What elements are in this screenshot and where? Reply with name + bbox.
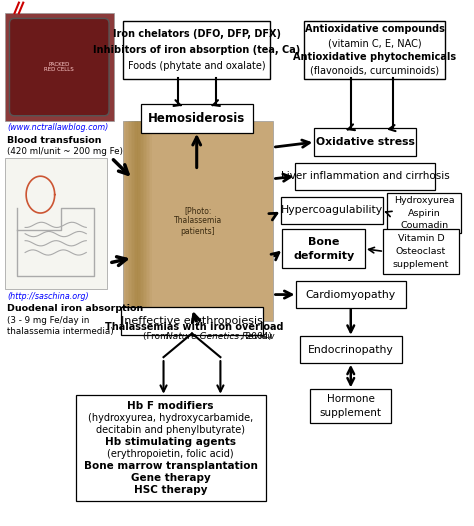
Text: decitabin and phenylbutyrate): decitabin and phenylbutyrate) (96, 425, 245, 435)
Text: (vitamin C, E, NAC): (vitamin C, E, NAC) (328, 38, 421, 48)
Text: Duodenal iron absorption: Duodenal iron absorption (7, 304, 143, 313)
Bar (132, 121, 147, 321)
Text: [Photo:
Thalassemia
patients]: [Photo: Thalassemia patients] (174, 206, 222, 236)
Bar (125, 121, 140, 321)
FancyBboxPatch shape (304, 21, 445, 79)
FancyBboxPatch shape (296, 281, 405, 308)
FancyBboxPatch shape (383, 229, 459, 274)
Text: Hypercoagulability: Hypercoagulability (281, 205, 383, 216)
Text: Aspirin: Aspirin (408, 208, 441, 218)
Text: (flavonoids, curcuminoids): (flavonoids, curcuminoids) (310, 65, 439, 76)
Bar (126, 121, 141, 321)
Text: Hormone: Hormone (327, 394, 375, 404)
Text: Bone: Bone (308, 237, 339, 247)
Text: Vitamin D: Vitamin D (398, 234, 444, 243)
Bar (128, 121, 143, 321)
Text: (From: (From (143, 332, 172, 341)
Text: Iron chelators (DFO, DFP, DFX): Iron chelators (DFO, DFP, DFX) (113, 29, 281, 39)
FancyBboxPatch shape (141, 104, 253, 133)
Text: supplement: supplement (393, 260, 449, 269)
Text: Gene therapy: Gene therapy (131, 473, 210, 483)
FancyBboxPatch shape (300, 336, 402, 363)
Bar (129, 121, 144, 321)
Text: Endocrinopathy: Endocrinopathy (308, 345, 393, 355)
Text: (erythropoietin, folic acid): (erythropoietin, folic acid) (107, 449, 234, 459)
Text: Hydroxyurea: Hydroxyurea (394, 196, 455, 206)
Text: (3 - 9 mg Fe/day in: (3 - 9 mg Fe/day in (7, 316, 90, 325)
FancyBboxPatch shape (310, 389, 391, 423)
Text: Hb stimulating agents: Hb stimulating agents (105, 437, 236, 447)
Text: thalassemia intermedia): thalassemia intermedia) (7, 327, 114, 336)
Text: Thalassemias with iron overload: Thalassemias with iron overload (105, 322, 283, 332)
Bar (123, 121, 273, 321)
Text: Coumadin: Coumadin (400, 220, 448, 230)
FancyBboxPatch shape (9, 18, 109, 116)
Bar (131, 121, 146, 321)
Text: HSC therapy: HSC therapy (134, 485, 208, 495)
FancyBboxPatch shape (295, 163, 435, 190)
FancyBboxPatch shape (123, 21, 270, 79)
Bar (134, 121, 149, 321)
Text: Antioxidative compounds: Antioxidative compounds (304, 24, 445, 35)
Bar (5, 158, 107, 289)
Bar (123, 121, 138, 321)
Bar (135, 121, 150, 321)
FancyBboxPatch shape (314, 128, 416, 156)
Text: (hydroxyurea, hydroxycarbamide,: (hydroxyurea, hydroxycarbamide, (88, 413, 253, 423)
Text: Hemosiderosis: Hemosiderosis (148, 112, 246, 125)
Text: Osteoclast: Osteoclast (396, 247, 446, 256)
FancyBboxPatch shape (281, 197, 383, 224)
Text: supplement: supplement (320, 408, 382, 418)
Bar (137, 121, 152, 321)
Text: (420 ml/unit ~ 200 mg Fe): (420 ml/unit ~ 200 mg Fe) (7, 147, 123, 156)
Bar (5, 13, 114, 121)
Text: Foods (phytate and oxalate): Foods (phytate and oxalate) (128, 60, 265, 71)
Text: Blood transfusion: Blood transfusion (7, 136, 101, 145)
Text: PACKED
RED CELLS: PACKED RED CELLS (45, 62, 74, 73)
Text: Ineffective erythropoiesis: Ineffective erythropoiesis (121, 316, 263, 326)
FancyBboxPatch shape (75, 395, 265, 501)
Text: Liver inflammation and cirrhosis: Liver inflammation and cirrhosis (281, 171, 449, 181)
Text: Inhibitors of iron absorption (tea, Ca): Inhibitors of iron absorption (tea, Ca) (93, 45, 301, 55)
Text: Bone marrow transplantation: Bone marrow transplantation (84, 461, 257, 471)
Text: Oxidative stress: Oxidative stress (316, 137, 414, 147)
FancyBboxPatch shape (387, 193, 461, 233)
FancyBboxPatch shape (282, 229, 365, 268)
Text: deformity: deformity (293, 250, 355, 261)
Text: Antioxidative phytochemicals: Antioxidative phytochemicals (293, 52, 456, 62)
FancyBboxPatch shape (120, 307, 264, 335)
Text: Hb F modifiers: Hb F modifiers (128, 401, 214, 411)
Text: Cardiomyopathy: Cardiomyopathy (306, 289, 396, 300)
Text: Nature Genetics Review: Nature Genetics Review (166, 332, 274, 341)
Text: (http://saschina.org): (http://saschina.org) (7, 292, 89, 301)
Text: (www.nctrallawblog.com): (www.nctrallawblog.com) (7, 123, 109, 132)
Text: , 2004): , 2004) (240, 332, 272, 341)
